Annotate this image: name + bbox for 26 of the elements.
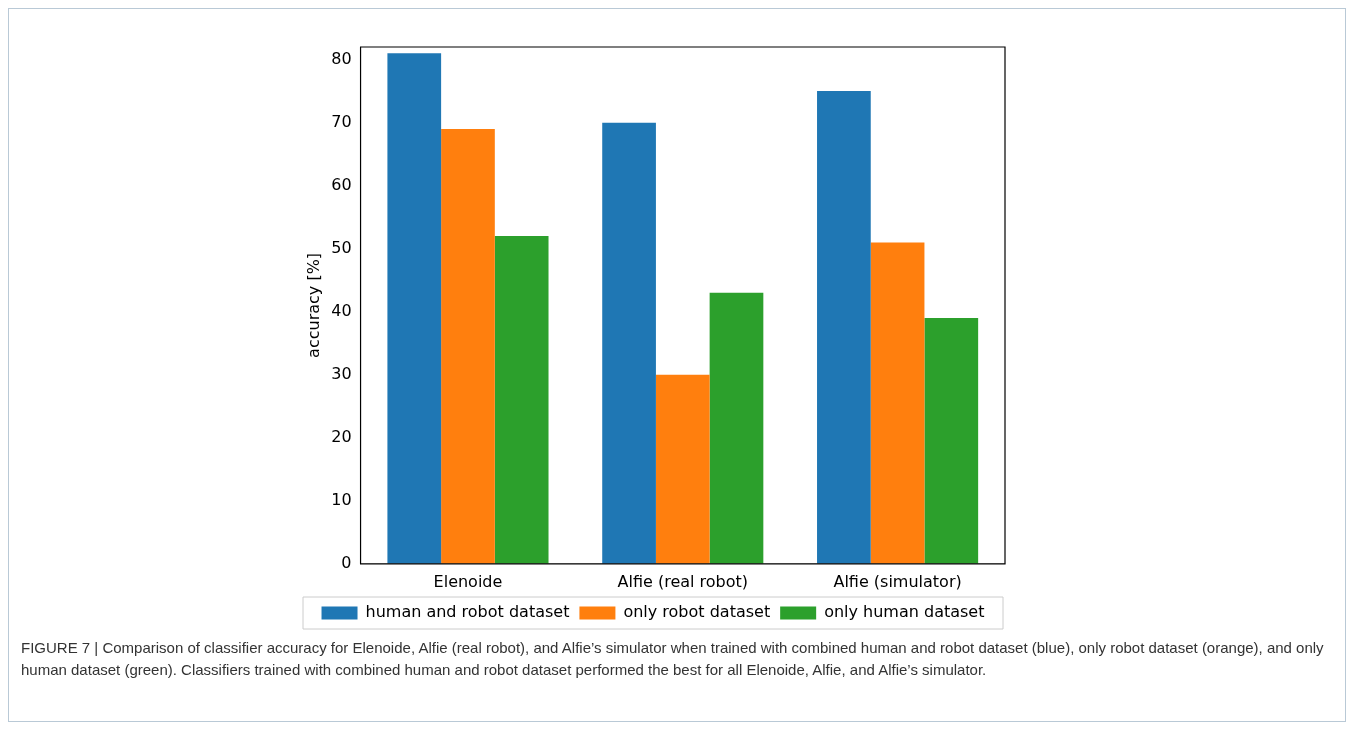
bar (602, 122, 656, 564)
x-tick-label: Elenoide (433, 571, 503, 591)
y-tick-label: 70 (331, 111, 352, 131)
y-tick-label: 80 (331, 48, 352, 68)
bar (441, 128, 495, 564)
y-tick-label: 60 (331, 174, 352, 194)
bar (494, 236, 549, 564)
y-tick-label: 10 (331, 489, 352, 509)
legend-label: only human dataset (824, 602, 985, 622)
x-tick-label: Alfie (simulator) (833, 571, 962, 591)
y-tick-label: 40 (331, 300, 352, 320)
bar (924, 318, 979, 564)
bar (709, 292, 764, 564)
bar (655, 374, 710, 564)
y-tick-label: 30 (331, 363, 352, 383)
bar (817, 91, 871, 564)
legend-label: only robot dataset (623, 602, 771, 622)
y-axis-title: accuracy [%] (303, 252, 323, 358)
legend-label: human and robot dataset (365, 602, 570, 622)
x-tick-label: Alfie (real robot) (617, 571, 749, 591)
y-tick-label: 50 (331, 237, 352, 257)
bar (387, 53, 442, 564)
y-tick-label: 20 (331, 426, 352, 446)
caption: FIGURE 7 | Comparison of classifier accuracy for Elenoide, Alfie (real robot), and Alfie’s simulator when trained with combined human and robot dataset (blue), only robot dataset (orange), and only human dataset (green). Classifiers trained with combined human and robot dataset performed the best for all Elenoide, Alfie, and Alfie’s simulator. (21, 638, 1325, 680)
y-tick-label: 0 (341, 552, 352, 572)
bar (870, 242, 925, 564)
